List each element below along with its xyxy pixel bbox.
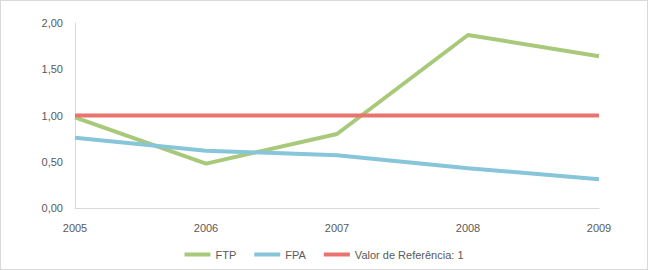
svg-text:FPA: FPA — [285, 249, 306, 261]
svg-text:Valor de Referência: 1: Valor de Referência: 1 — [355, 249, 464, 261]
svg-text:2,00: 2,00 — [42, 17, 63, 29]
svg-text:1,00: 1,00 — [42, 110, 63, 122]
svg-text:FTP: FTP — [216, 249, 237, 261]
svg-text:2007: 2007 — [325, 222, 349, 234]
svg-text:0,00: 0,00 — [42, 202, 63, 214]
svg-text:2009: 2009 — [587, 222, 611, 234]
svg-text:0,50: 0,50 — [42, 156, 63, 168]
svg-text:2005: 2005 — [63, 222, 87, 234]
svg-text:1,50: 1,50 — [42, 63, 63, 75]
svg-text:2008: 2008 — [456, 222, 480, 234]
svg-text:2006: 2006 — [194, 222, 218, 234]
